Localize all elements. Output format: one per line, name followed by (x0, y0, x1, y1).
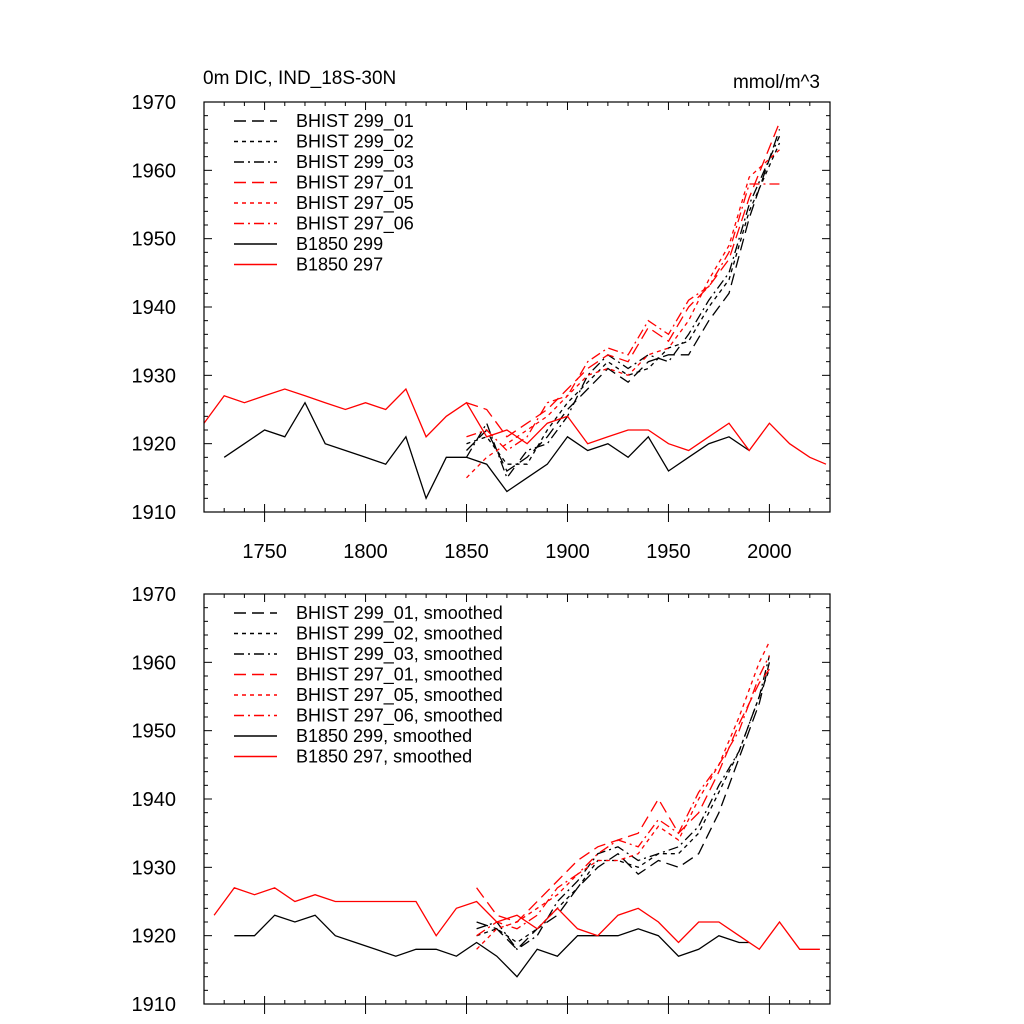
series-line-6 (234, 914, 750, 978)
y-tick-label: 1940 (132, 297, 177, 319)
y-tick-label: 1960 (132, 160, 177, 182)
y-tick-label: 1910 (132, 502, 177, 524)
legend-label: BHIST 299_03, smoothed (296, 644, 503, 665)
top-panel: 0m DIC, IND_18S-30N mmol/m^3 1910 1920 193… (132, 68, 831, 563)
series-line-0 (476, 662, 771, 951)
legend-label: B1850 299, smoothed (296, 726, 472, 746)
y-tick-label: 1970 (132, 92, 177, 114)
legend-label: BHIST 299_01, smoothed (296, 603, 503, 624)
legend-label: BHIST 299_03 (296, 152, 414, 173)
legend-label: BHIST 299_02, smoothed (296, 624, 503, 645)
y-tick-label: 1920 (132, 434, 177, 456)
plot-area-bottom: 1910 1920 1930 1940 1950 1960 1970 BHIST 299_01… (132, 584, 831, 1016)
legend-label: BHIST 297_01, smoothed (296, 665, 503, 686)
legend-label: B1850 297 (296, 255, 383, 275)
y-tick-label: 1920 (132, 926, 177, 948)
legend-label: BHIST 297_06 (296, 214, 414, 235)
y-tick-label: 1930 (132, 365, 177, 387)
legend-label: B1850 297, smoothed (296, 747, 472, 767)
legend-label: BHIST 297_06, smoothed (296, 706, 503, 727)
x-tick-label: 1750 (242, 541, 287, 563)
y-tick-label: 1950 (132, 229, 177, 251)
series-line-4 (476, 641, 770, 950)
x-tick-label: 1850 (444, 541, 489, 563)
series-line-5 (476, 655, 770, 937)
series-line-2 (465, 135, 781, 480)
x-tick-label: 2000 (747, 541, 792, 563)
y-tick-label: 1940 (132, 789, 177, 811)
legend-label: BHIST 297_05, smoothed (296, 685, 503, 706)
units-label: mmol/m^3 (733, 72, 820, 93)
y-tick-label: 1950 (132, 721, 177, 743)
x-tick-label: 1900 (545, 541, 590, 563)
legend-label: BHIST 297_01 (296, 173, 414, 194)
series-line-7 (203, 387, 827, 465)
series-line-5 (466, 183, 780, 452)
series-line-1 (476, 668, 771, 944)
x-tick-label: 1950 (646, 541, 691, 563)
y-tick-label: 1970 (132, 584, 177, 606)
legend-label: BHIST 299_01 (296, 111, 414, 132)
legend-label: B1850 299 (296, 234, 383, 254)
legend-label: BHIST 299_02 (296, 132, 414, 153)
plot-area-top: 1910 1920 1930 1940 1950 1960 1970 1750 1800 1850… (132, 92, 831, 563)
bottom-panel: 1910 1920 1930 1940 1950 1960 1970 BHIST 299_01… (132, 584, 831, 1016)
x-tick-label: 1800 (343, 541, 388, 563)
chart-title: 0m DIC, IND_18S-30N (203, 68, 396, 89)
y-tick-label: 1960 (132, 652, 177, 674)
series-line-6 (223, 401, 750, 501)
series-line-0 (466, 129, 781, 472)
series-line-2 (476, 655, 771, 951)
series-line-1 (466, 142, 781, 465)
y-tick-label: 1930 (132, 857, 177, 879)
series-line-7 (213, 887, 820, 951)
y-tick-label: 1910 (132, 994, 177, 1016)
legend-label: BHIST 297_05 (296, 193, 414, 214)
